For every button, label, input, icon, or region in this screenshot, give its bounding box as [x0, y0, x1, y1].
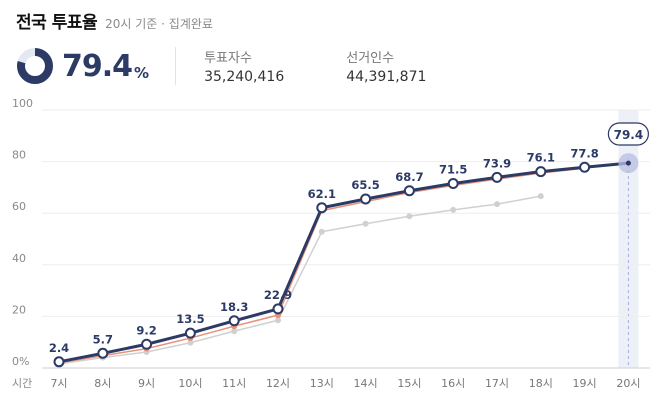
data-label: 62.1 — [308, 187, 336, 201]
data-label: 76.1 — [527, 151, 555, 165]
x-tick-label: 14시 — [354, 377, 378, 390]
y-tick-label: 100 — [12, 97, 33, 110]
highlight-callout-label: 79.4 — [614, 128, 644, 142]
data-label: 2.4 — [49, 341, 69, 355]
main-series-point — [184, 327, 196, 339]
x-tick-label: 8시 — [94, 377, 111, 390]
electorate-value: 44,391,871 — [346, 69, 427, 85]
x-tick-label: 9시 — [138, 377, 155, 390]
turnout-rate-unit: % — [134, 64, 150, 82]
data-label: 77.8 — [570, 146, 598, 160]
data-label: 13.5 — [176, 312, 204, 326]
data-label: 65.5 — [351, 178, 379, 192]
divider — [175, 47, 177, 85]
main-series-point — [535, 166, 547, 178]
x-tick-label: 7시 — [50, 377, 67, 390]
data-label: 68.7 — [395, 170, 423, 184]
turnout-donut-icon — [17, 48, 53, 84]
comparison-series-point — [231, 328, 238, 335]
y-tick-label: 20 — [12, 303, 26, 316]
x-tick-label: 12시 — [266, 377, 290, 390]
comparison-series-point — [537, 193, 544, 200]
main-series-point — [447, 178, 459, 190]
comparison-series-point — [187, 339, 194, 346]
comparison-series-point — [275, 317, 281, 324]
main-series-point — [272, 303, 284, 315]
comparison-series-point — [318, 228, 325, 235]
data-label: 5.7 — [93, 332, 113, 346]
main-series-point — [53, 356, 65, 368]
y-tick-label: 40 — [12, 252, 26, 265]
data-label: 9.2 — [136, 323, 156, 337]
electorate-stat: 선거인수 44,391,871 — [346, 47, 426, 85]
comparison-series-point — [406, 213, 413, 220]
turnout-rate-value: 79.4 — [62, 48, 133, 84]
main-series-point — [228, 315, 240, 327]
x-tick-label: 11시 — [222, 377, 246, 390]
comparison-series-point — [362, 220, 369, 227]
data-label: 18.3 — [220, 300, 248, 314]
main-series-point — [141, 338, 153, 350]
header: 전국 투표율 20시 기준 · 집계완료 — [16, 8, 213, 36]
x-tick-label: 19시 — [573, 377, 597, 390]
x-axis-title: 시간 — [12, 377, 32, 390]
main-series-point — [491, 171, 503, 183]
highlight-callout-box — [607, 122, 650, 146]
page-subtitle: 20시 기준 · 집계완료 — [105, 17, 213, 31]
voter-count-stat: 투표자수 35,240,416 — [204, 47, 284, 85]
x-tick-label: 20시 — [616, 377, 640, 390]
voter-count-value: 35,240,416 — [204, 69, 285, 85]
main-series-line — [58, 161, 629, 364]
y-tick-label: 80 — [12, 149, 26, 162]
x-tick-label: 18시 — [529, 377, 553, 390]
x-tick-label: 16시 — [441, 377, 465, 390]
main-series-point — [360, 193, 372, 205]
electorate-label: 선거인수 — [346, 51, 395, 66]
x-tick-label: 10시 — [178, 377, 202, 390]
data-label: 71.5 — [439, 163, 467, 177]
highlight-point — [625, 160, 631, 166]
comparison-series-point — [494, 201, 500, 208]
y-tick-label: 60 — [12, 200, 26, 213]
voter-count-label: 투표자수 — [204, 51, 252, 66]
x-tick-label: 13시 — [310, 377, 334, 390]
main-series-point — [97, 347, 109, 359]
main-series-point — [316, 202, 328, 214]
comparison-series-point — [450, 206, 457, 213]
main-series-point — [579, 161, 591, 173]
x-tick-label: 15시 — [397, 377, 421, 390]
data-label: 22.9 — [264, 288, 292, 302]
x-tick-label: 17시 — [485, 377, 509, 390]
data-label: 73.9 — [483, 156, 511, 170]
main-series-point — [403, 185, 415, 197]
summary-row: 79.4 % 투표자수 35,240,416 선거인수 44,391,871 — [16, 42, 426, 90]
comparison-series-line — [58, 195, 541, 365]
page-title: 전국 투표율 — [16, 13, 98, 33]
y-tick-label: 0% — [12, 355, 29, 368]
